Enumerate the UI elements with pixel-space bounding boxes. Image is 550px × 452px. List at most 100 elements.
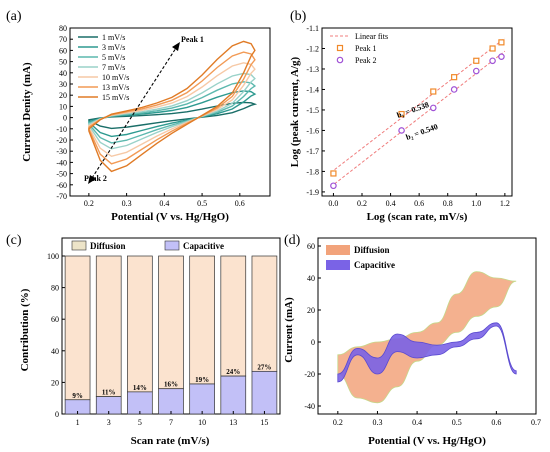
panel-b-ytick-label: -1.1	[306, 24, 319, 33]
capacitive-area	[337, 322, 517, 383]
panel-b-ytick-label: -1.5	[306, 106, 319, 115]
panel-a-legend-label-3: 7 mV/s	[102, 63, 125, 72]
panel-d-xtick-label: 0.3	[372, 418, 382, 427]
panel-b-xtick-label: 0.2	[357, 199, 367, 208]
panel-a-ytick-label: -60	[56, 181, 67, 190]
diffusion-bar	[127, 255, 153, 393]
panel-a-ytick-label: 50	[59, 58, 67, 67]
capacitive-bar	[251, 370, 278, 415]
peak1-point	[473, 57, 480, 64]
legend-diffusion-swatch-d	[326, 245, 350, 255]
peak1-point	[498, 39, 505, 46]
panel-b: (b) Log (peak current, A/g) Log (scan ra…	[289, 9, 513, 223]
panel-c-ytick-label: 100	[47, 252, 59, 261]
legend-peak2-label: Peak 2	[355, 56, 377, 65]
panel-b-ytick-label: -1.2	[306, 44, 319, 53]
panel-b-ytick-label: -1.3	[306, 65, 319, 74]
fit-line-0	[330, 37, 506, 174]
trend-arrow-head-up	[172, 42, 180, 51]
panel-a-ytick-label: -40	[56, 158, 67, 167]
peak2-point	[472, 67, 480, 75]
legend-capacitive-swatch	[164, 240, 180, 251]
panel-d-ytick-label: 0	[311, 338, 315, 347]
panel-c-xtick-label: 5	[138, 418, 142, 427]
panel-a-xlabel: Potential (V vs. Hg/HgO)	[111, 211, 229, 223]
peak2-point	[330, 182, 337, 190]
panel-d-xtick-label: 0.2	[333, 418, 343, 427]
panel-a-legend-label-4: 10 mV/s	[102, 73, 129, 82]
capacitive-bar-label: 19%	[195, 376, 209, 384]
capacitive-bar-label: 9%	[72, 392, 83, 400]
panel-c-xtick-label: 15	[260, 418, 268, 427]
legend-peak1-label: Peak 1	[355, 44, 377, 53]
panel-c-xtick-label: 10	[198, 418, 206, 427]
panel-a-ytick-label: 30	[59, 80, 67, 89]
panel-a-legend-label-5: 13 mV/s	[102, 83, 129, 92]
panel-d-ytick-label: 60	[307, 242, 315, 251]
peak2-point	[450, 86, 458, 93]
panel-a-ytick-label: 60	[59, 46, 67, 55]
panel-a-ytick-label: -30	[56, 147, 67, 156]
panel-b-ytick-label: -1.4	[306, 85, 319, 94]
panel-d-xtick-label: 0.4	[412, 418, 422, 427]
diffusion-bar	[251, 255, 278, 372]
capacitive-bar-label: 11%	[102, 389, 116, 397]
panel-d-label: (d)	[284, 233, 301, 248]
panel-d: (d) Current (mA) Potential (V vs. Hg/HgO…	[283, 233, 541, 447]
panel-c-xlabel: Scan rate (mV/s)	[131, 435, 210, 447]
panel-d-xtick-label: 0.6	[491, 418, 501, 427]
panel-c-xtick-label: 1	[76, 418, 80, 427]
panel-a-ytick-label: -70	[56, 192, 67, 201]
capacitive-bar	[220, 375, 247, 415]
peak1-point	[489, 45, 496, 52]
cv-curve-6	[88, 40, 256, 173]
panel-a-ytick-label: 0	[63, 114, 67, 123]
peak2-point	[429, 104, 437, 112]
panel-c-ytick-label: 20	[51, 378, 59, 387]
panel-a-ytick-label: 20	[59, 91, 67, 100]
peak2-point	[498, 53, 505, 60]
panel-b-ytick-label: -1.6	[306, 126, 319, 135]
panel-a-xtick-label: 0.4	[159, 199, 169, 208]
panel-d-xtick-label: 0.5	[452, 418, 462, 427]
panel-d-ytick-label: -40	[304, 402, 315, 411]
panel-d-ytick-label: 40	[307, 274, 315, 283]
peak1-label: Peak 1	[181, 35, 204, 44]
panel-a-ytick-label: 80	[59, 24, 67, 33]
panel-d-ytick-label: -20	[304, 370, 315, 379]
panel-a-ytick-label: 70	[59, 35, 67, 44]
legend-capacitive-label: Capacitive	[183, 241, 224, 251]
panel-a-ylabel: Current Denity (mA)	[21, 62, 33, 162]
capacitive-bar-label: 24%	[226, 368, 240, 376]
panel-d-frame	[317, 237, 537, 415]
panel-a: (a) Current Denity (mA) Potential (V vs.…	[6, 9, 271, 223]
diffusion-area	[337, 271, 517, 404]
legend-capacitive-label-d: Capacitive	[354, 260, 395, 270]
panel-a-xtick-label: 0.6	[235, 199, 245, 208]
diffusion-bar	[95, 255, 122, 397]
cv-curve-1	[88, 90, 257, 138]
panel-b-xtick-label: 0.8	[443, 199, 453, 208]
panel-b-xtick-label: 0.0	[328, 199, 338, 208]
legend-diffusion-label-d: Diffusion	[354, 245, 390, 255]
cv-curve-5	[88, 51, 256, 165]
cv-curve-2	[88, 81, 257, 144]
panel-c: (c) Contribution (%) Scan rate (mV/s) 0 2…	[6, 233, 281, 447]
panel-a-label: (a)	[6, 9, 22, 24]
panel-c-ytick-label: 80	[51, 284, 59, 293]
panel-c-xtick-label: 13	[229, 418, 237, 427]
panel-c-ytick-label: 0	[55, 410, 59, 419]
panel-d-ytick-label: 20	[307, 306, 315, 315]
legend-diffusion-swatch	[71, 240, 87, 251]
peak1-point	[398, 110, 405, 118]
panel-b-ytick-label: -1.9	[306, 188, 319, 197]
panel-b-label: (b)	[290, 9, 307, 24]
panel-b-xtick-label: 1.2	[500, 199, 510, 208]
panel-b-frame	[321, 27, 513, 197]
panel-c-label: (c)	[6, 233, 22, 248]
capacitive-bar	[127, 391, 153, 415]
legend-capacitive-swatch-d	[326, 260, 350, 270]
panel-a-xtick-label: 0.3	[122, 199, 132, 208]
peak2-label: Peak 2	[84, 174, 107, 183]
